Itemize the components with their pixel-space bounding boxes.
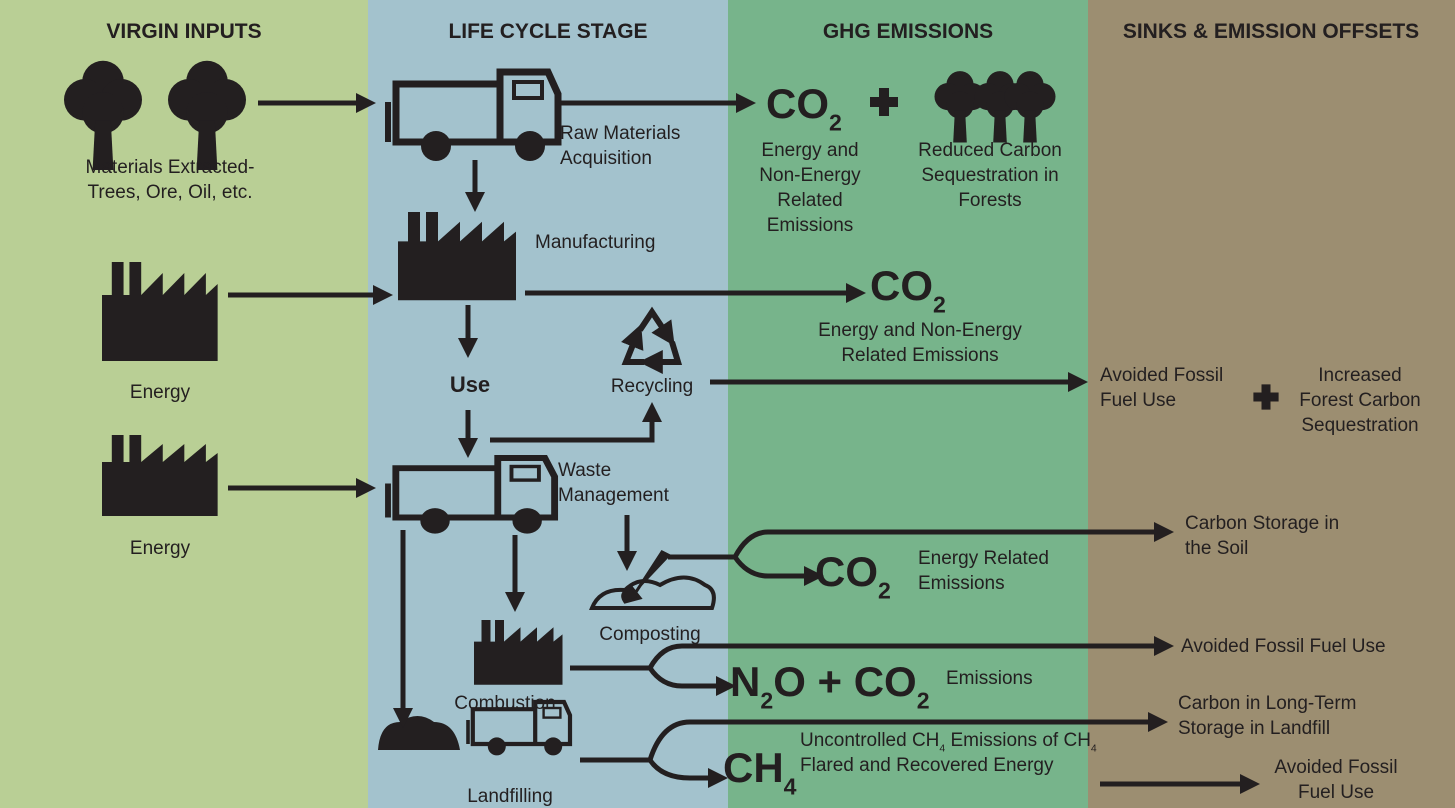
- label: Avoided Fossil: [1274, 757, 1397, 778]
- label: Flared and Recovered Energy: [800, 755, 1054, 776]
- compost-icon: [589, 575, 716, 610]
- subscript: 4: [1091, 744, 1097, 755]
- label: Energy Related: [918, 548, 1049, 569]
- formula: CO2: [815, 548, 891, 604]
- label: Raw Materials: [560, 123, 680, 144]
- label: Emissions: [946, 668, 1033, 689]
- arrow: [647, 666, 736, 696]
- formula: Uncontrolled CH4 Emissions of CH4: [800, 730, 1097, 755]
- arrow: [647, 758, 728, 788]
- label: Energy: [130, 538, 191, 559]
- label: Carbon Storage in: [1185, 513, 1339, 534]
- label: Fuel Use: [1298, 782, 1374, 803]
- label: Recycling: [611, 376, 693, 397]
- subscript: 2: [917, 688, 930, 714]
- label: Energy and Non-Energy: [818, 320, 1022, 341]
- column-header: VIRGIN INPUTS: [106, 20, 261, 43]
- label: Non-Energy: [759, 165, 861, 186]
- formula: N2O + CO2: [730, 658, 930, 714]
- label: Trees, Ore, Oil, etc.: [87, 182, 252, 203]
- label: Acquisition: [560, 148, 652, 169]
- arrow: [732, 555, 824, 586]
- label: Sequestration in: [921, 165, 1058, 186]
- subscript: 2: [829, 110, 842, 136]
- label: Use: [450, 372, 490, 397]
- arrow: [570, 636, 1174, 671]
- subscript: 2: [878, 578, 891, 604]
- subscript: 4: [784, 774, 797, 800]
- label: Fuel Use: [1100, 390, 1176, 411]
- label: Related Emissions: [841, 345, 998, 366]
- formula-text: CO: [870, 262, 933, 309]
- label: Energy and: [761, 140, 858, 161]
- column-bg: [0, 0, 368, 808]
- label: Management: [558, 485, 670, 506]
- label: Avoided Fossil Fuel Use: [1181, 636, 1386, 657]
- label: Energy: [130, 382, 191, 403]
- label: Carbon in Long-Term: [1178, 693, 1356, 714]
- label: Reduced Carbon: [918, 140, 1062, 161]
- formula-text: Uncontrolled CH: [800, 730, 939, 751]
- arrows: [228, 93, 1260, 794]
- label: Manufacturing: [535, 232, 655, 253]
- column-bg: [1088, 0, 1455, 808]
- column-header: GHG EMISSIONS: [823, 20, 993, 43]
- formula: CO2: [766, 80, 842, 136]
- formula: CO2: [870, 262, 946, 318]
- label: Avoided Fossil: [1100, 365, 1223, 386]
- arrow: [580, 712, 1168, 763]
- label: Materials Extracted-: [86, 157, 255, 178]
- label: Forest Carbon: [1299, 390, 1420, 411]
- label: Storage in Landfill: [1178, 718, 1330, 739]
- formula-text: CH: [723, 744, 784, 791]
- formula-text: CO: [766, 80, 829, 127]
- label: Forests: [958, 190, 1021, 211]
- label: the Soil: [1185, 538, 1248, 559]
- icons: [64, 60, 1279, 756]
- formula-text: Emissions of CH: [945, 730, 1091, 751]
- formula: CH4: [723, 744, 797, 800]
- recycle-icon: [621, 306, 683, 374]
- arrow: [668, 522, 1174, 560]
- subscript: 2: [933, 292, 946, 318]
- column-header: LIFE CYCLE STAGE: [448, 20, 647, 43]
- label: Related: [777, 190, 843, 211]
- arrow: [490, 402, 662, 443]
- label: Waste: [558, 460, 611, 481]
- label: Increased: [1318, 365, 1401, 386]
- label: Combustion: [454, 693, 555, 714]
- label: Emissions: [918, 573, 1005, 594]
- column-header: SINKS & EMISSION OFFSETS: [1123, 20, 1419, 43]
- formula-text: N: [730, 658, 760, 705]
- label: Sequestration: [1301, 415, 1418, 436]
- shovel-icon: [621, 550, 671, 604]
- label: Composting: [599, 624, 700, 645]
- formula-text: CO: [815, 548, 878, 595]
- label: Emissions: [767, 215, 854, 236]
- formula-text: O + CO: [773, 658, 917, 705]
- label: Landfilling: [467, 786, 553, 807]
- subscript: 4: [939, 744, 945, 755]
- subscript: 2: [760, 688, 773, 714]
